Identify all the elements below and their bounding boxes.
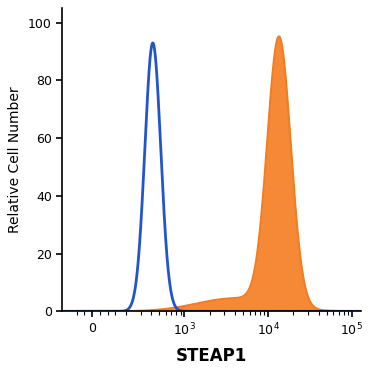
X-axis label: STEAP1: STEAP1 bbox=[176, 347, 247, 365]
Y-axis label: Relative Cell Number: Relative Cell Number bbox=[8, 87, 22, 233]
